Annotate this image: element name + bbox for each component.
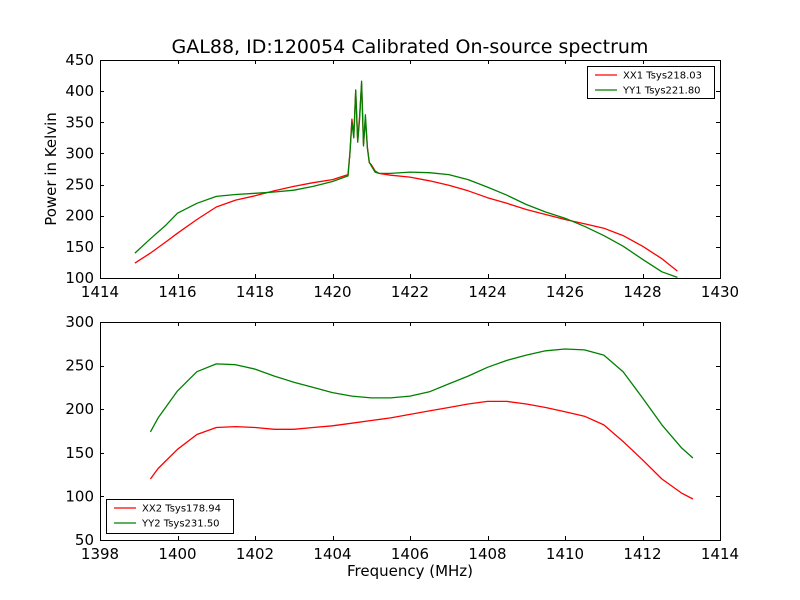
x-tick-label: 1410 [546,545,584,563]
x-tick-label: 1422 [391,283,429,301]
legend-box [106,499,234,534]
x-tick-label: 1418 [236,283,274,301]
x-tick-label: 1400 [158,545,196,563]
top-panel: 1414 1416 1418 1420 1422 1424 1426 1428 1430 100 1… [42,51,739,301]
x-tick-label: 1426 [546,283,584,301]
y-tick-label: 200 [65,207,94,225]
x-tick-label: 1428 [623,283,661,301]
x-tick-label: 1420 [313,283,351,301]
y-tick-label: 100 [65,487,94,505]
y-tick-label: 150 [65,444,94,462]
top-panel-ticks: 1414 1416 1418 1420 1422 1424 1426 1428 1430 100 1… [65,51,739,301]
legend-label: YY2 Tsys231.50 [141,519,220,530]
x-tick-label: 1416 [158,283,196,301]
y-tick-label: 150 [65,238,94,256]
bottom-panel: 1398 1400 1402 1404 1406 1408 1410 1412 1414 50 10… [65,313,739,580]
y-tick-label: 250 [65,176,94,194]
chart-title: GAL88, ID:120054 Calibrated On-source sp… [172,36,649,58]
series-line-xx2 [149,400,694,500]
series-line-yy2 [149,348,694,459]
bottom-panel-ticks: 1398 1400 1402 1404 1406 1408 1410 1412 1414 50 10… [65,313,739,563]
x-tick-label: 1404 [313,545,351,563]
x-tick-label: 1408 [468,545,506,563]
legend-label: YY1 Tsys221.80 [622,86,701,97]
y-tick-label: 350 [65,113,94,131]
x-tick-label: 1430 [701,283,739,301]
y-tick-label: 400 [65,82,94,100]
y-tick-label: 50 [75,531,94,549]
bottom-panel-legend: XX2 Tsys178.94 YY2 Tsys231.50 [106,499,234,534]
x-tick-label: 1412 [623,545,661,563]
series-line-yy1 [134,80,678,279]
y-tick-label: 250 [65,357,94,375]
top-panel-series [134,80,678,279]
y-tick-label: 450 [65,51,94,69]
x-tick-label: 1424 [468,283,506,301]
bottom-panel-x-axis-label: Frequency (MHz) [347,562,473,580]
x-tick-label: 1402 [236,545,274,563]
y-tick-label: 300 [65,313,94,331]
x-tick-label: 1398 [81,545,119,563]
y-tick-label: 200 [65,400,94,418]
x-tick-label: 1406 [391,545,429,563]
bottom-panel-series [149,348,694,500]
top-panel-legend: XX1 Tsys218.03 YY1 Tsys221.80 [587,66,715,99]
legend-box [587,66,715,99]
legend-label: XX1 Tsys218.03 [623,71,702,82]
x-tick-label: 1414 [701,545,739,563]
legend-label: XX2 Tsys178.94 [142,504,221,515]
x-tick-label: 1414 [81,283,119,301]
top-panel-y-axis-label: Power in Kelvin [42,112,60,226]
y-tick-label: 300 [65,144,94,162]
y-tick-label: 100 [65,269,94,287]
